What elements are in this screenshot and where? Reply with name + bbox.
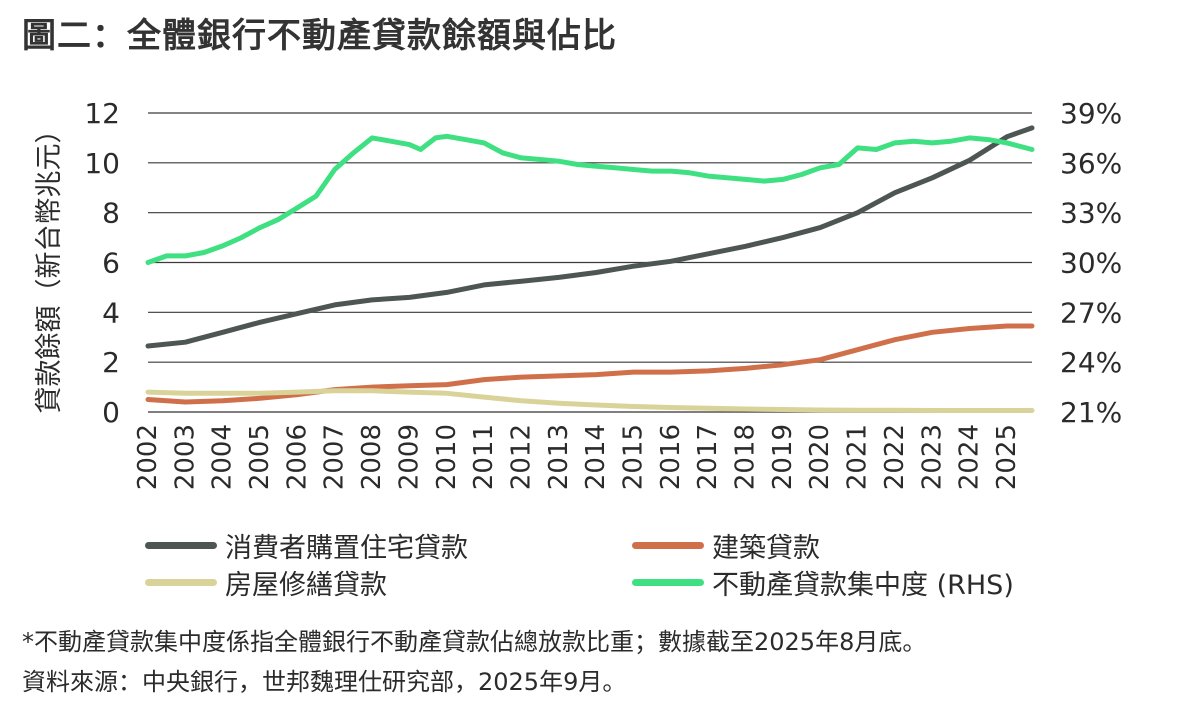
x-tick-label: 2025 bbox=[992, 424, 1022, 490]
y-tick-label: 12 bbox=[84, 97, 120, 130]
x-tick-label: 2024 bbox=[955, 424, 985, 490]
x-tick-label: 2021 bbox=[843, 424, 873, 490]
y-tick-label: 10 bbox=[84, 147, 120, 180]
x-tick-label: 2007 bbox=[320, 424, 350, 490]
x-tick-label: 2020 bbox=[805, 424, 835, 490]
x-tick-label: 2003 bbox=[170, 424, 200, 490]
x-tick-label: 2022 bbox=[880, 424, 910, 490]
x-tick-label: 2012 bbox=[506, 424, 536, 490]
legend-label: 建築貸款 bbox=[712, 533, 820, 564]
x-tick-label: 2009 bbox=[394, 424, 424, 490]
x-tick-label: 2015 bbox=[619, 424, 649, 490]
legend-label: 不動產貸款集中度 (RHS) bbox=[712, 570, 1014, 601]
x-tick-label: 2002 bbox=[133, 424, 163, 490]
footnote-definition: *不動產貸款集中度係指全體銀行不動產貸款佔總放款比重；數據截至2025年8月底。 bbox=[22, 628, 927, 656]
x-tick-label: 2019 bbox=[768, 424, 798, 490]
x-tick-label: 2004 bbox=[208, 424, 238, 490]
x-tick-label: 2006 bbox=[282, 424, 312, 490]
y2-tick-label: 36% bbox=[1060, 147, 1122, 180]
footnote-source: 資料來源：中央銀行，世邦魏理仕研究部，2025年9月。 bbox=[22, 668, 627, 696]
x-tick-label: 2008 bbox=[357, 424, 387, 490]
chart-title: 圖二：全體銀行不動產貸款餘額與佔比 bbox=[22, 16, 617, 56]
x-tick-label: 2011 bbox=[469, 424, 499, 490]
legend-item-housing: 消費者購置住宅貸款 bbox=[145, 526, 468, 565]
line-chart: 0 2 4 6 8 10 12 21% 24% 27% 30% 33% 36% 39% 2002 2003… bbox=[34, 97, 1122, 490]
y2-tick-label: 39% bbox=[1060, 97, 1122, 130]
legend-item-construction: 建築貸款 bbox=[632, 526, 820, 565]
x-tick-label: 2018 bbox=[731, 424, 761, 490]
legend-swatch bbox=[145, 542, 217, 549]
y-tick-label: 4 bbox=[102, 296, 120, 329]
y-tick-label: 6 bbox=[102, 247, 120, 280]
x-tick-label: 2017 bbox=[693, 424, 723, 490]
legend-item-repair: 房屋修繕貸款 bbox=[145, 563, 387, 602]
y2-tick-label: 21% bbox=[1060, 396, 1122, 429]
y-tick-label: 8 bbox=[102, 197, 120, 230]
legend-item-concentration: 不動產貸款集中度 (RHS) bbox=[632, 563, 1014, 602]
y2-tick-label: 30% bbox=[1060, 247, 1122, 280]
y2-tick-label: 33% bbox=[1060, 197, 1122, 230]
left-axis-ticks: 0 2 4 6 8 10 12 bbox=[84, 97, 120, 429]
legend-swatch bbox=[145, 579, 217, 586]
x-tick-label: 2013 bbox=[544, 424, 574, 490]
y-axis-label: 貸款餘額（新台幣兆元） bbox=[34, 117, 65, 414]
x-tick-label: 2005 bbox=[245, 424, 275, 490]
legend-label: 消費者購置住宅貸款 bbox=[225, 533, 468, 564]
y-tick-label: 2 bbox=[102, 346, 120, 379]
legend-swatch bbox=[632, 542, 704, 549]
legend-label: 房屋修繕貸款 bbox=[225, 570, 387, 601]
gridlines bbox=[148, 112, 1032, 413]
x-tick-label: 2014 bbox=[581, 424, 611, 490]
y2-tick-label: 27% bbox=[1060, 296, 1122, 329]
right-axis-ticks: 21% 24% 27% 30% 33% 36% 39% bbox=[1060, 97, 1122, 429]
x-tick-label: 2016 bbox=[656, 424, 686, 490]
series-line bbox=[145, 125, 1035, 349]
legend-swatch bbox=[632, 579, 704, 586]
y-tick-label: 0 bbox=[102, 396, 120, 429]
series-lines bbox=[145, 125, 1035, 413]
x-tick-label: 2023 bbox=[917, 424, 947, 490]
y2-tick-label: 24% bbox=[1060, 346, 1122, 379]
x-axis-ticks: 2002 2003 2004 2005 2006 2007 2008 2009 2010 2011… bbox=[133, 424, 1022, 490]
series-line bbox=[145, 388, 1035, 413]
series-line bbox=[145, 133, 1035, 265]
x-tick-label: 2010 bbox=[432, 424, 462, 490]
